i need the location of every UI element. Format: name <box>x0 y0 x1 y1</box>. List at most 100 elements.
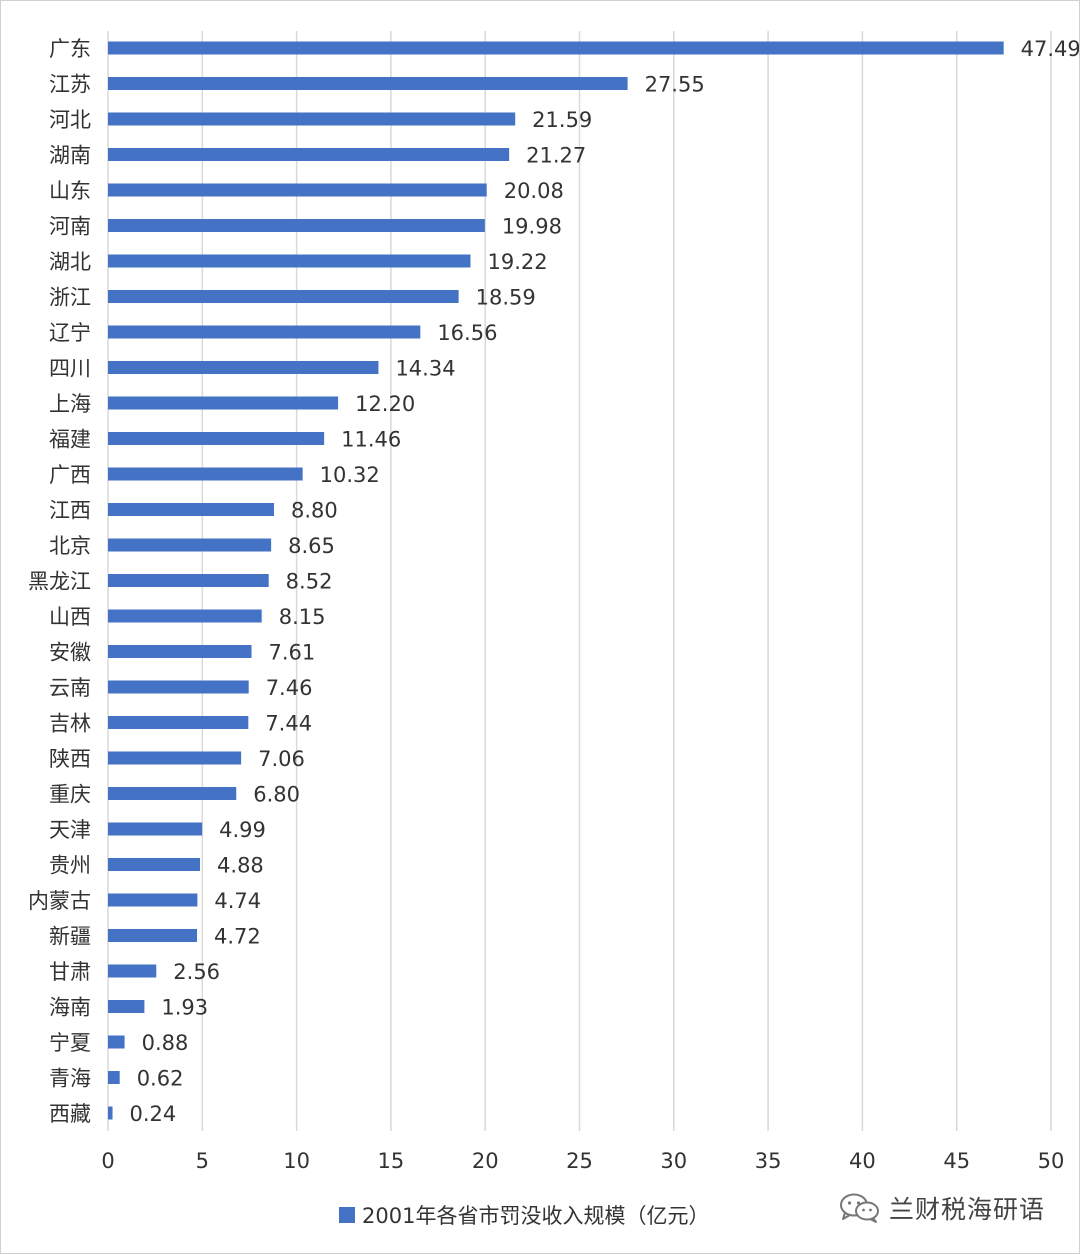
category-label: 山东 <box>49 179 91 203</box>
category-label: 湖南 <box>49 144 91 168</box>
bar <box>108 680 249 694</box>
legend: 2001年各省市罚没收入规模（亿元） <box>339 1204 709 1228</box>
value-label: 8.65 <box>288 534 335 558</box>
value-label: 21.59 <box>532 108 592 132</box>
bar <box>108 254 471 268</box>
category-label: 甘肃 <box>49 960 91 984</box>
value-label: 19.98 <box>502 215 562 239</box>
category-label: 河北 <box>49 108 91 132</box>
bar <box>108 183 487 197</box>
legend-swatch <box>339 1207 355 1223</box>
bar <box>108 148 510 161</box>
bar <box>108 77 628 90</box>
legend-label: 2001年各省市罚没收入规模（亿元） <box>362 1204 709 1228</box>
value-label: 21.27 <box>526 144 586 168</box>
category-label: 广西 <box>49 463 91 487</box>
category-label: 北京 <box>49 534 91 558</box>
category-label: 海南 <box>49 996 91 1020</box>
x-tick-label: 5 <box>196 1149 209 1173</box>
bar <box>108 574 269 587</box>
x-tick-label: 0 <box>101 1149 114 1173</box>
x-tick-label: 25 <box>566 1149 593 1173</box>
bar <box>108 41 1004 55</box>
category-label: 广东 <box>49 37 91 61</box>
bar <box>108 893 198 907</box>
value-label: 7.44 <box>265 712 312 736</box>
category-label: 云南 <box>49 676 91 700</box>
value-labels: 47.49 27.55 21.59 21.27 20.08 19.98 19.22 18.59… <box>130 37 1079 1126</box>
bar <box>108 1071 120 1084</box>
bar <box>108 751 242 765</box>
category-label: 黑龙江 <box>28 570 91 594</box>
watermark-text: 兰财税海研语 <box>889 1195 1046 1224</box>
bar <box>108 112 516 126</box>
value-label: 8.52 <box>286 570 333 594</box>
bar <box>108 609 262 623</box>
category-label: 宁夏 <box>49 1031 91 1055</box>
bar <box>108 325 421 339</box>
category-label: 河南 <box>49 215 91 239</box>
category-label: 新疆 <box>49 925 91 949</box>
category-label: 上海 <box>49 392 91 416</box>
x-tick-label: 20 <box>472 1149 499 1173</box>
x-tick-label: 30 <box>660 1149 687 1173</box>
category-label: 重庆 <box>49 783 91 807</box>
category-label: 浙江 <box>49 286 91 310</box>
x-axis-ticks: 0 5 10 15 20 25 30 35 40 45 50 <box>101 1149 1064 1173</box>
category-label: 内蒙古 <box>28 889 91 913</box>
value-label: 4.74 <box>214 889 261 913</box>
x-tick-label: 40 <box>849 1149 876 1173</box>
x-tick-label: 35 <box>755 1149 782 1173</box>
x-tick-label: 45 <box>943 1149 970 1173</box>
bar <box>108 929 198 942</box>
value-label: 7.06 <box>258 747 305 771</box>
value-label: 19.22 <box>487 250 547 274</box>
category-label: 西藏 <box>49 1102 91 1126</box>
bar <box>108 503 274 516</box>
value-label: 27.55 <box>645 73 705 97</box>
value-label: 1.93 <box>161 996 208 1020</box>
bar <box>108 716 249 729</box>
x-tick-label: 15 <box>378 1149 405 1173</box>
bars <box>108 41 1004 1120</box>
category-label: 江苏 <box>49 73 91 97</box>
value-label: 18.59 <box>476 286 536 310</box>
wechat-icon <box>840 1193 879 1223</box>
category-label: 贵州 <box>49 854 91 878</box>
category-label: 天津 <box>49 818 91 842</box>
category-label: 江西 <box>49 499 91 523</box>
bar <box>108 1000 145 1013</box>
bar <box>108 538 272 552</box>
value-label: 12.20 <box>355 392 415 416</box>
bar <box>108 396 339 410</box>
category-label: 四川 <box>49 357 91 381</box>
value-label: 7.46 <box>266 676 313 700</box>
value-label: 4.72 <box>214 925 261 949</box>
value-label: 4.88 <box>217 854 264 878</box>
category-label: 陕西 <box>49 747 91 771</box>
category-labels: 广东江苏河北湖南山东河南湖北浙江辽宁四川上海福建广西江西北京黑龙江山西安徽云南吉… <box>28 37 91 1126</box>
bar <box>108 645 252 658</box>
category-label: 山西 <box>49 605 91 629</box>
value-label: 47.49 <box>1021 37 1079 61</box>
bar <box>108 822 203 836</box>
bar <box>108 432 325 445</box>
category-label: 福建 <box>49 428 91 452</box>
category-label: 吉林 <box>49 712 91 736</box>
bar <box>108 361 379 374</box>
x-tick-label: 10 <box>283 1149 310 1173</box>
value-label: 14.34 <box>395 357 455 381</box>
bar <box>108 467 303 481</box>
value-label: 16.56 <box>437 321 497 345</box>
category-label: 安徽 <box>49 641 91 665</box>
value-label: 10.32 <box>320 463 380 487</box>
value-label: 0.62 <box>137 1067 184 1091</box>
category-label: 湖北 <box>49 250 91 274</box>
category-label: 辽宁 <box>49 321 91 345</box>
value-label: 20.08 <box>504 179 564 203</box>
value-label: 7.61 <box>269 641 316 665</box>
grid-lines <box>107 31 1052 1131</box>
value-label: 6.80 <box>253 783 300 807</box>
bar <box>108 964 157 978</box>
